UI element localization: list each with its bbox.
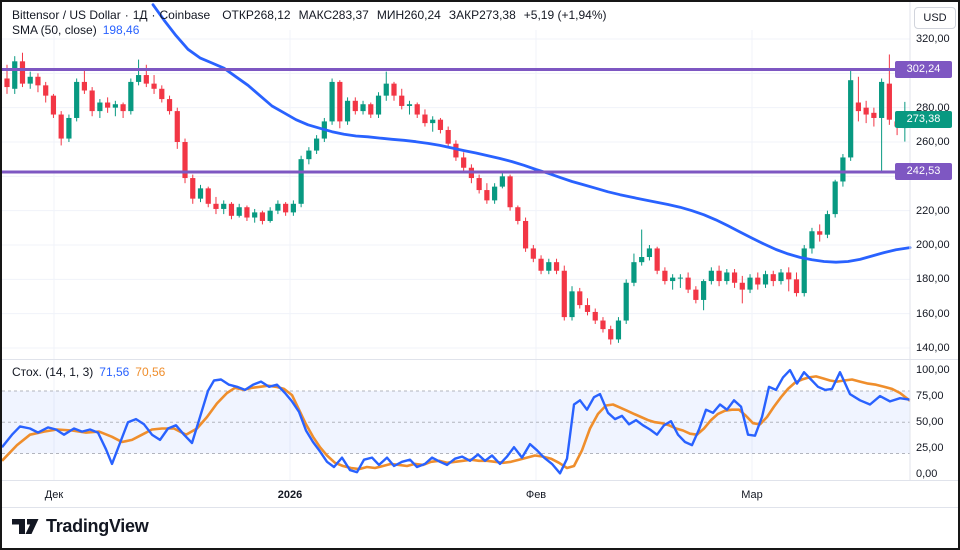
open-value: 268,12	[253, 8, 291, 22]
sma-line	[151, 3, 912, 264]
legend-separator-1: ·	[124, 8, 129, 22]
stoch-axis-label: 75,00	[916, 390, 944, 403]
stoch-axis-label: 50,00	[916, 416, 944, 429]
exchange-label: Coinbase	[159, 8, 211, 22]
candles-layer	[4, 52, 908, 345]
stoch-axis-label: 100,00	[916, 364, 950, 377]
price-axis-label: 140,00	[916, 342, 950, 354]
legend-separator-2: ·	[151, 8, 156, 22]
stoch-axis-label: 25,00	[916, 442, 944, 455]
low-label: МИН260,24	[376, 8, 441, 22]
time-axis-label: Дек	[44, 489, 64, 501]
tradingview-logo-text: TradingView	[46, 516, 149, 536]
symbol-title[interactable]: Bittensor / US Dollar	[12, 8, 121, 22]
price-axis-label: 260,00	[916, 136, 950, 148]
indicator-stoch-row[interactable]: Стох. (14, 1, 3) 71,56 70,56	[12, 365, 165, 379]
change-value: +5,19 (+1,94%)	[523, 8, 607, 22]
price-axis-label: 200,00	[916, 239, 950, 251]
price-axis-label: 220,00	[916, 204, 950, 217]
high-value: 283,37	[332, 8, 369, 22]
last-price-badge: 273,38	[895, 110, 952, 128]
price-axis-label: 180,00	[916, 273, 950, 286]
stoch-d-line	[2, 375, 911, 471]
legend-row[interactable]: Bittensor / US Dollar · 1Д · Coinbase ОТКР268…	[12, 8, 607, 22]
indicator-sma-row[interactable]: SMA (50, close) 198,46	[12, 23, 139, 37]
price-axis-label: 160,00	[916, 307, 950, 320]
stoch-band	[2, 390, 910, 454]
stoch-k-value: 71,56	[99, 365, 130, 379]
stoch-d-value: 70,56	[135, 365, 166, 379]
time-axis-label: Фев	[525, 489, 547, 501]
tradingview-logo-icon	[12, 518, 39, 534]
time-axis-label: 2026	[277, 489, 303, 501]
tradingview-logo[interactable]: TradingView	[12, 516, 149, 537]
low-value: 260,24	[404, 8, 441, 22]
level-price-badge-upper: 302,24	[895, 60, 952, 78]
stoch-axis-label: 0,00	[916, 468, 938, 481]
close-label: ЗАКР273,38	[448, 8, 516, 22]
stoch-label: Стох. (14, 1, 3)	[12, 365, 94, 379]
level-price-badge-lower: 242,53	[895, 163, 952, 181]
sma-value: 198,46	[102, 23, 140, 37]
interval-label[interactable]: 1Д	[132, 8, 148, 22]
time-axis-label: Мар	[741, 489, 763, 501]
open-label: ОТКР268,12	[222, 8, 291, 22]
high-label: МАКС283,37	[298, 8, 369, 22]
currency-usd-button[interactable]: USD	[914, 7, 956, 29]
price-axis-label: 320,00	[916, 33, 950, 45]
close-value: 273,38	[479, 8, 516, 22]
sma-label: SMA (50, close)	[12, 23, 97, 37]
stoch-k-line	[2, 368, 911, 475]
